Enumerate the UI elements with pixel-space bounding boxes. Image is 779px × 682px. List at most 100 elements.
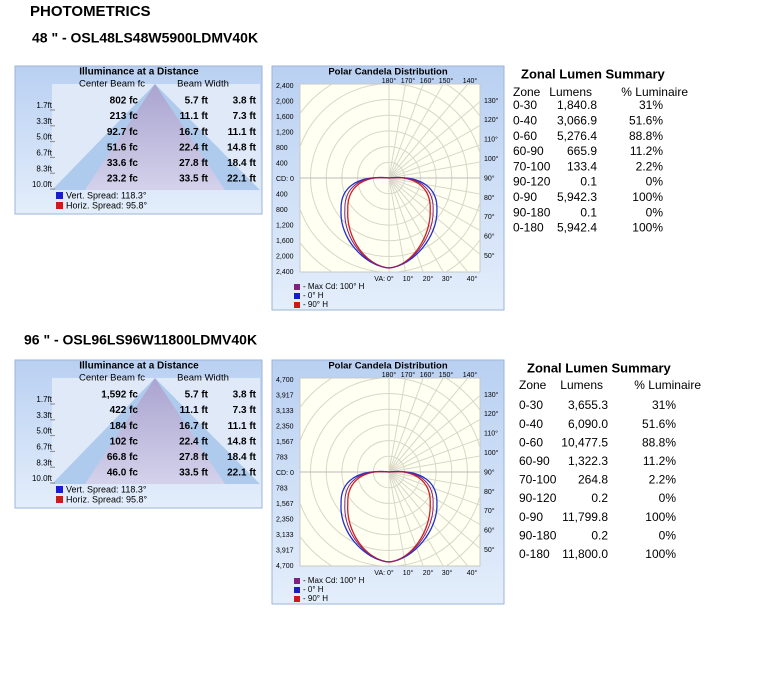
grid-ray bbox=[388, 177, 480, 256]
zone: 60-90 bbox=[513, 144, 544, 158]
angle-tick: 20° bbox=[423, 275, 434, 283]
center-beam-fc: 184 fc bbox=[110, 421, 139, 432]
percent: 0% bbox=[659, 491, 677, 505]
angle-tick: 90° bbox=[484, 468, 495, 476]
distance-label: 8.3ft bbox=[36, 458, 52, 467]
lumens: 6,090.0 bbox=[568, 417, 608, 431]
candela-tick: 783 bbox=[276, 454, 288, 461]
zone: 0-40 bbox=[513, 113, 537, 127]
zone: 90-180 bbox=[519, 528, 557, 542]
legend-swatch bbox=[294, 578, 300, 584]
angle-tick: 130° bbox=[484, 97, 499, 105]
beam-width: 22.4 ft bbox=[179, 436, 209, 447]
zone: 90-120 bbox=[519, 491, 557, 505]
angle-tick: 30° bbox=[442, 275, 453, 283]
lumens: 133.4 bbox=[567, 159, 597, 173]
zone: 0-30 bbox=[513, 98, 537, 112]
legend-swatch bbox=[56, 496, 63, 503]
zone: 0-90 bbox=[513, 190, 537, 204]
beam-inner bbox=[85, 84, 225, 190]
grid-ray bbox=[388, 177, 424, 272]
grid-ray bbox=[388, 471, 480, 506]
beam-width: 11.1 ft bbox=[180, 111, 209, 122]
grid-ray bbox=[388, 124, 480, 179]
candela-tick: 800 bbox=[276, 145, 288, 152]
angle-tick: 60° bbox=[484, 527, 495, 535]
legend-swatch bbox=[56, 192, 63, 199]
angle-tick: 40° bbox=[467, 275, 478, 283]
beam-width: 27.8 ft bbox=[179, 158, 209, 169]
grid-ray bbox=[388, 418, 480, 473]
angle-tick: 40° bbox=[467, 569, 478, 577]
lumens: 665.9 bbox=[567, 144, 597, 158]
percent: 31% bbox=[639, 98, 663, 112]
angle-tick: 180° bbox=[382, 371, 397, 379]
candela-tick: 1,200 bbox=[276, 129, 294, 136]
percent: 0% bbox=[646, 205, 664, 219]
legend-swatch bbox=[56, 202, 63, 209]
angle-tick: 180° bbox=[382, 77, 397, 85]
distance-label: 6.7ft bbox=[36, 149, 52, 158]
lumens: 5,942.3 bbox=[557, 190, 597, 204]
center-beam-fc: 66.8 fc bbox=[107, 452, 139, 463]
grid-ray bbox=[388, 471, 407, 566]
grid-ray bbox=[388, 378, 444, 473]
beam-width-horiz: 3.8 ft bbox=[233, 96, 257, 107]
percent: 0% bbox=[646, 175, 664, 189]
candela-tick: 1,567 bbox=[276, 501, 294, 508]
lumens: 5,942.4 bbox=[557, 221, 597, 235]
section-heading: 48 " - OSL48LS48W5900LDMV40K bbox=[32, 30, 258, 46]
grid-ray bbox=[388, 84, 444, 179]
beam-width-horiz: 7.3 ft bbox=[233, 111, 257, 122]
zone: 90-120 bbox=[513, 175, 551, 189]
zone: 60-90 bbox=[519, 454, 550, 468]
zonal-header: % Luminaire bbox=[621, 85, 688, 99]
center-beam-fc: 422 fc bbox=[110, 405, 139, 416]
zone: 0-40 bbox=[519, 417, 543, 431]
candela-tick: 1,600 bbox=[276, 238, 294, 245]
percent: 2.2% bbox=[649, 473, 677, 487]
center-beam-fc: 1,592 fc bbox=[101, 390, 138, 401]
center-beam-fc: 33.6 fc bbox=[107, 158, 139, 169]
candela-tick: 4,700 bbox=[276, 563, 294, 570]
panel-title: Illuminance at a Distance bbox=[79, 361, 199, 372]
legend-swatch bbox=[294, 596, 300, 602]
zonal-header: Zone bbox=[519, 378, 547, 392]
angle-tick: 70° bbox=[484, 507, 495, 515]
spread-label: Vert. Spread: 118.3° bbox=[66, 190, 147, 200]
percent: 88.8% bbox=[629, 129, 663, 143]
candela-tick: 2,000 bbox=[276, 98, 294, 105]
lumens: 0.2 bbox=[591, 491, 608, 505]
lumens: 0.1 bbox=[580, 175, 597, 189]
lumens: 1,840.8 bbox=[557, 98, 597, 112]
angle-tick: 130° bbox=[484, 391, 499, 399]
section-heading: 96 " - OSL96LS96W11800LDMV40K bbox=[24, 332, 257, 348]
lumens: 11,800.0 bbox=[562, 547, 608, 561]
angle-tick: VA: 0° bbox=[374, 569, 394, 577]
grid-ray bbox=[388, 177, 480, 212]
grid-ray bbox=[388, 378, 424, 473]
beam-width: 16.7 ft bbox=[179, 127, 209, 138]
beam-width-horiz: 22.1 ft bbox=[227, 174, 257, 185]
candela-tick: 2,400 bbox=[276, 83, 294, 90]
percent: 51.6% bbox=[629, 113, 663, 127]
percent: 88.8% bbox=[642, 435, 676, 449]
angle-tick: 170° bbox=[401, 77, 416, 85]
angle-tick: 30° bbox=[442, 569, 453, 577]
angle-tick: 140° bbox=[463, 371, 478, 379]
center-beam-fc: 92.7 fc bbox=[107, 127, 139, 138]
angle-tick: 50° bbox=[484, 546, 495, 554]
candela-tick: 400 bbox=[276, 160, 288, 167]
beam-inner bbox=[85, 378, 225, 484]
candela-tick: 400 bbox=[276, 191, 288, 198]
grid-ray bbox=[388, 438, 480, 473]
zone: 0-90 bbox=[519, 510, 543, 524]
lumens: 0.2 bbox=[591, 528, 608, 542]
zone: 70-100 bbox=[513, 159, 551, 173]
candela-tick: 1,600 bbox=[276, 114, 294, 121]
lumens: 10,477.5 bbox=[561, 435, 608, 449]
legend-label: - 90° H bbox=[303, 300, 328, 309]
zonal-header: Zone bbox=[513, 85, 541, 99]
angle-tick: 90° bbox=[484, 174, 495, 182]
angle-tick: 100° bbox=[484, 449, 499, 457]
